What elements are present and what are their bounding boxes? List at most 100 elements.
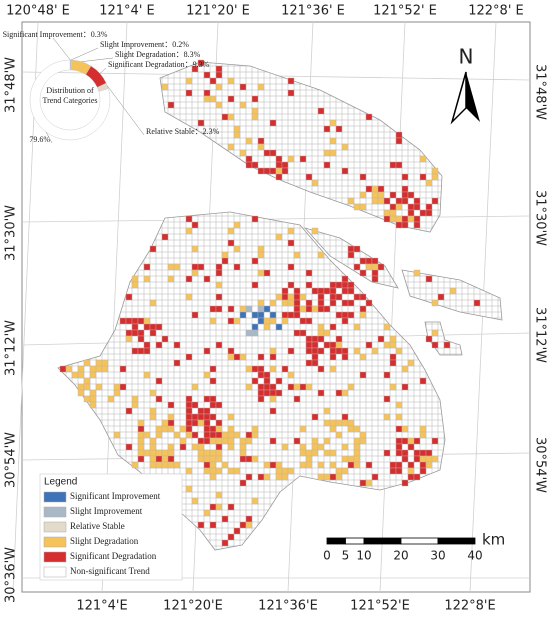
- grid-cell: [227, 227, 235, 235]
- grid-cell: [389, 461, 397, 469]
- coordinate-label: 31°30'W: [533, 190, 548, 246]
- grid-cell: [209, 455, 217, 463]
- grid-cell: [281, 299, 289, 307]
- grid-cell: [287, 155, 295, 163]
- grid-cell: [341, 167, 349, 175]
- category-name: Slight Degradation: [115, 50, 176, 59]
- coordinate-label: 121°4' E: [99, 4, 155, 19]
- grid-cell: [143, 263, 151, 271]
- grid-cell: [191, 419, 199, 427]
- grid-cell: [317, 287, 325, 295]
- grid-cell: [317, 443, 325, 451]
- grid-cell: [389, 209, 397, 217]
- coordinate-label: 30°36'W: [4, 547, 19, 603]
- grid-cell: [203, 395, 211, 403]
- grid-cell: [257, 251, 265, 259]
- grid-cell: [359, 353, 367, 361]
- grid-cell: [335, 293, 343, 301]
- grid-cell: [377, 335, 385, 343]
- grid-cell: [251, 107, 259, 115]
- grid-cell: [341, 347, 349, 355]
- grid-cell: [341, 143, 349, 151]
- grid-cell: [305, 347, 313, 355]
- grid-cell: [347, 311, 355, 319]
- grid-cell: [359, 311, 367, 319]
- grid-cell: [413, 269, 421, 277]
- grid-cell: [335, 347, 343, 355]
- grid-cell: [365, 299, 373, 307]
- grid-cell: [395, 425, 403, 433]
- coordinate-label: 121°20' E: [186, 4, 250, 19]
- legend-label: Slight Degradation: [70, 536, 139, 546]
- grid-cell: [317, 335, 325, 343]
- grid-cell: [275, 161, 283, 169]
- grid-cell: [389, 203, 397, 211]
- grid-cell: [317, 329, 325, 337]
- grid-cell: [257, 299, 265, 307]
- grid-cell: [365, 257, 373, 265]
- grid-cell: [311, 347, 319, 355]
- grid-cell: [389, 383, 397, 391]
- grid-cell: [311, 227, 319, 235]
- grid-cell: [395, 461, 403, 469]
- grid-cell: [155, 377, 163, 385]
- scale-segment: [437, 537, 476, 545]
- grid-cell: [275, 467, 283, 475]
- grid-cell: [347, 197, 355, 205]
- grid-cell: [143, 449, 151, 457]
- grid-cell: [305, 359, 313, 367]
- category-name: Significant Degradation: [108, 60, 185, 69]
- grid-cell: [227, 437, 235, 445]
- grid-cell: [395, 449, 403, 457]
- grid-cell: [299, 317, 307, 325]
- grid-cell: [407, 443, 415, 451]
- grid-cell: [335, 431, 343, 439]
- grid-cell: [293, 395, 301, 403]
- grid-cell: [299, 155, 307, 163]
- grid-cell: [251, 329, 259, 337]
- grid-cell: [203, 437, 211, 445]
- grid-cell: [245, 437, 253, 445]
- grid-cell: [185, 353, 193, 361]
- grid-cell: [209, 425, 217, 433]
- grid-cell: [287, 293, 295, 301]
- grid-cell: [203, 371, 211, 379]
- grid-cell: [209, 395, 217, 403]
- grid-cell: [209, 413, 217, 421]
- grid-cell: [191, 269, 199, 277]
- grid-cell: [263, 461, 271, 469]
- leader-line: [52, 37, 71, 61]
- grid-cell: [239, 101, 247, 109]
- grid-cell: [185, 413, 193, 421]
- grid-cell: [311, 353, 319, 361]
- grid-cell: [323, 341, 331, 349]
- grid-cell: [401, 185, 409, 193]
- grid-cell: [251, 215, 259, 223]
- grid-cell: [281, 161, 289, 169]
- grid-cell: [137, 317, 145, 325]
- grid-cell: [185, 293, 193, 301]
- grid-cell: [281, 167, 289, 175]
- grid-cell: [425, 335, 433, 343]
- donut-title-box: Distribution of Trend Categories: [42, 86, 97, 105]
- grid-cell: [167, 275, 175, 283]
- grid-cell: [137, 347, 145, 355]
- grid-cell: [431, 173, 439, 181]
- grid-cell: [389, 191, 397, 199]
- grid-cell: [353, 455, 361, 463]
- grid-cell: [311, 413, 319, 421]
- grid-cell: [125, 443, 133, 451]
- grid-cell: [311, 341, 319, 349]
- grid-cell: [221, 515, 229, 523]
- grid-cell: [227, 533, 235, 541]
- grid-cell: [299, 305, 307, 313]
- grid-cell: [197, 455, 205, 463]
- grid-cell: [251, 425, 259, 433]
- north-arrow: [466, 72, 480, 122]
- grid-cell: [347, 251, 355, 259]
- grid-cell: [131, 401, 139, 409]
- grid-cell: [227, 443, 235, 451]
- grid-cell: [269, 461, 277, 469]
- grid-cell: [371, 191, 379, 199]
- grid-cell: [149, 329, 157, 337]
